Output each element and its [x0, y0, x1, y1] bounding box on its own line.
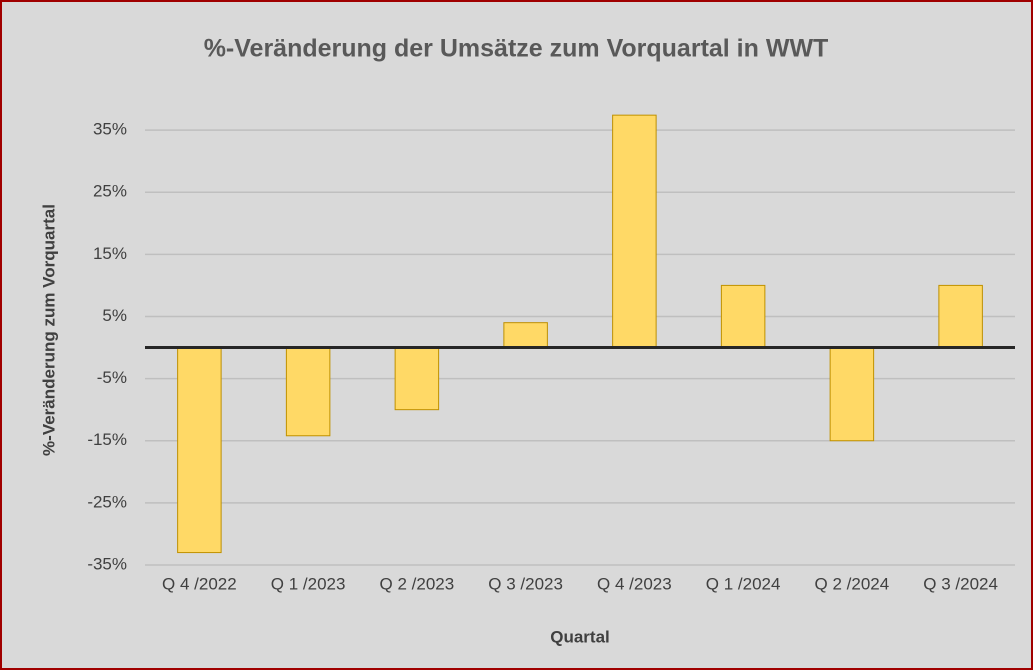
bar [394, 347, 440, 411]
y-tick-label: 25% [93, 182, 127, 201]
x-tick-label: Q 3 /2023 [488, 574, 563, 593]
y-tick-label: -5% [97, 368, 127, 387]
bar [285, 347, 331, 437]
bar [829, 347, 875, 442]
x-tick-label: Q 1 /2024 [706, 574, 781, 593]
x-axis-title: Quartal [550, 627, 610, 646]
x-tick-label: Q 1 /2023 [271, 574, 346, 593]
y-tick-label: 35% [93, 120, 127, 139]
bar [720, 284, 766, 349]
bar [503, 322, 548, 349]
y-tick-label: 15% [93, 244, 127, 263]
y-tick-label: -35% [87, 554, 127, 573]
x-tick-label: Q 3 /2024 [923, 574, 998, 593]
chart-title: %-Veränderung der Umsätze zum Vorquartal… [204, 35, 829, 63]
bar [177, 347, 222, 554]
y-tick-label: -15% [87, 430, 127, 449]
y-axis-title: %-Veränderung zum Vorquartal [39, 204, 58, 456]
y-tick-label: 5% [102, 306, 127, 325]
bar [938, 284, 983, 349]
x-tick-label: Q 4 /2022 [162, 574, 237, 593]
x-tick-label: Q 2 /2023 [380, 574, 455, 593]
y-tick-label: -25% [87, 492, 127, 511]
bar [612, 114, 657, 349]
x-tick-label: Q 2 /2024 [815, 574, 890, 593]
x-tick-label: Q 4 /2023 [597, 574, 672, 593]
